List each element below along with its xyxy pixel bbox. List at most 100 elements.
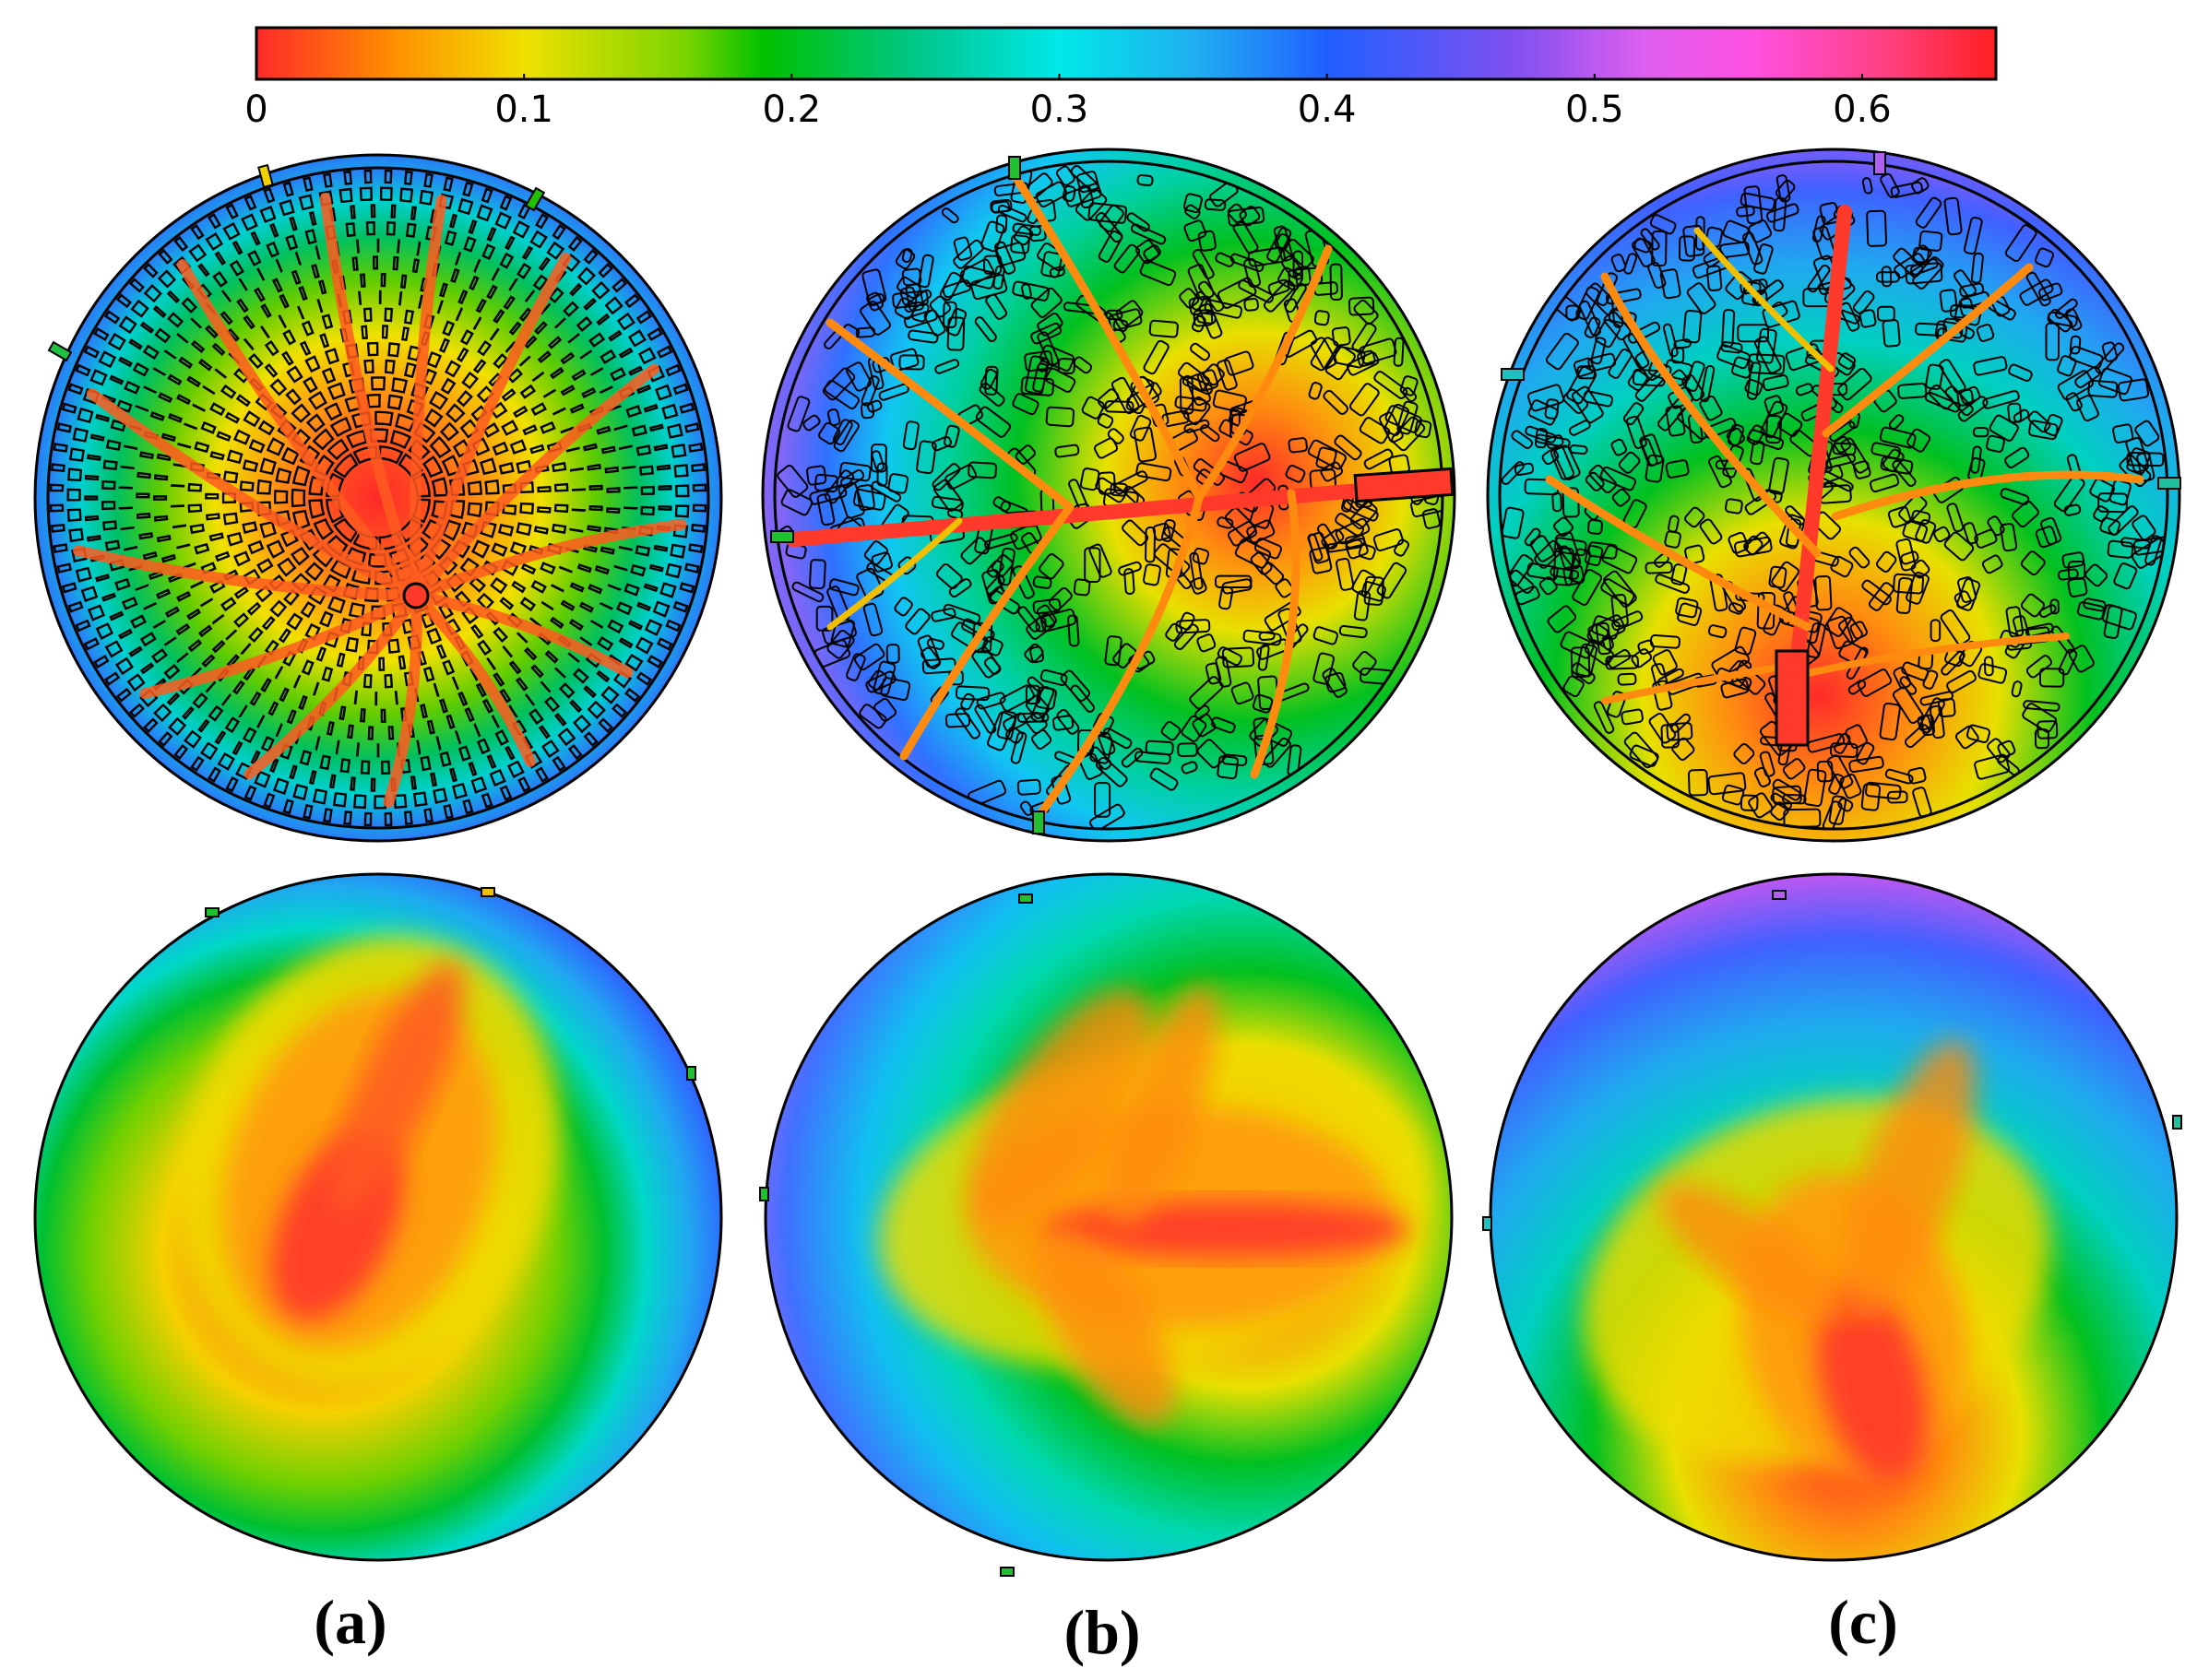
- channel-cell: [304, 355, 321, 373]
- channel-cell: [1081, 396, 1105, 420]
- channel-cell: [599, 385, 613, 394]
- channel-cell: [481, 187, 493, 204]
- channel-cell: [87, 454, 101, 461]
- channel-cell: [1196, 312, 1217, 325]
- channel-cell: [473, 722, 481, 738]
- channel-cell: [491, 542, 508, 557]
- channel-cell: [109, 374, 125, 385]
- channel-cell: [1031, 728, 1052, 750]
- channel-cell: [1039, 668, 1068, 687]
- channel-cell: [1869, 473, 1900, 493]
- channel-cell: [1384, 403, 1410, 436]
- channel-cell: [885, 644, 900, 664]
- channel-cell: [1017, 606, 1040, 633]
- channel-cell: [372, 255, 379, 270]
- channel-cell: [499, 597, 515, 610]
- channel-cell: [1345, 537, 1369, 560]
- channel-cell: [351, 256, 359, 271]
- channel-cell: [311, 264, 320, 279]
- channel-cell: [462, 799, 474, 815]
- channel-cell: [114, 577, 131, 591]
- channel-cell: [426, 719, 435, 735]
- channel-cell: [285, 388, 303, 406]
- channel-cell: [339, 758, 351, 774]
- channel-cell: [1806, 622, 1826, 659]
- channel-cell: [303, 803, 314, 820]
- channel-cell: [416, 240, 422, 256]
- channel-cell: [860, 402, 874, 420]
- channel-cell: [321, 666, 334, 682]
- channel-cell: [997, 204, 1027, 223]
- channel-cell: [1657, 668, 1684, 687]
- channel-cell: [83, 637, 101, 651]
- channel-cell: [384, 359, 396, 374]
- channel-cell: [472, 316, 482, 330]
- channel-cell: [1396, 400, 1419, 435]
- panel-c-field-ports: [1482, 890, 2182, 1231]
- channel-cell: [197, 718, 210, 733]
- channel-cell: [410, 775, 417, 790]
- channel-cell: [1309, 547, 1333, 574]
- channel-cell: [1331, 326, 1351, 347]
- channel-cell: [104, 671, 121, 686]
- channel-cell: [1093, 437, 1119, 459]
- channel-cell: [470, 539, 491, 559]
- channel-cell: [291, 488, 306, 508]
- channel-cell: [315, 244, 321, 260]
- channel-cell: [659, 582, 677, 598]
- channel-cell: [399, 187, 414, 203]
- channel-cell: [503, 295, 516, 311]
- channel-cell: [607, 619, 624, 634]
- channel-cell: [120, 465, 135, 470]
- channel-cell: [806, 465, 827, 486]
- main-vein: [410, 590, 634, 679]
- temperature-blob: [328, 962, 465, 1214]
- channel-cell: [190, 755, 205, 772]
- channel-cell: [448, 767, 457, 783]
- channel-cell: [282, 799, 294, 815]
- channel-cell: [953, 236, 973, 261]
- channel-cell: [214, 368, 228, 379]
- channel-cell: [457, 691, 469, 706]
- channel-cell: [1627, 321, 1661, 344]
- channel-cell: [280, 446, 300, 466]
- channel-cell: [1845, 724, 1868, 750]
- channel-cell: [170, 484, 185, 488]
- channel-cell: [1645, 561, 1673, 574]
- channel-cell: [1734, 626, 1757, 656]
- channel-cell: [1736, 205, 1755, 218]
- channel-cell: [445, 714, 456, 729]
- channel-cell: [420, 704, 428, 719]
- channel-cell: [1026, 612, 1056, 640]
- channel-cell: [1621, 708, 1644, 726]
- channel-cell: [550, 366, 564, 380]
- channel-cell: [305, 413, 326, 433]
- channel-cell: [1892, 686, 1924, 725]
- panel-b-temperature-field: [759, 872, 1454, 1577]
- channel-cell: [254, 287, 266, 302]
- channel-cell: [639, 465, 655, 476]
- channel-cell: [87, 604, 105, 621]
- channel-cell: [242, 521, 258, 534]
- channel-cell: [2108, 479, 2132, 506]
- channel-cell: [563, 301, 579, 317]
- channel-cell: [1957, 576, 1977, 603]
- channel-cell: [124, 380, 140, 395]
- channel-cell: [324, 402, 343, 421]
- channel-cell: [1647, 262, 1667, 290]
- channel-cell: [624, 653, 644, 672]
- channel-cell: [418, 294, 423, 309]
- channel-cell: [439, 421, 459, 442]
- channel-cell: [1535, 433, 1571, 448]
- channel-cell: [993, 182, 1029, 196]
- channel-cell: [435, 644, 447, 659]
- channel-cell: [569, 403, 585, 414]
- channel-cell: [631, 424, 647, 437]
- channel-cell: [143, 283, 162, 303]
- channel-cell: [387, 726, 395, 740]
- channel-cell: [242, 459, 259, 473]
- channel-cell: [587, 525, 601, 533]
- channel-cell: [1573, 357, 1595, 377]
- channel-cell: [176, 652, 189, 664]
- main-vein: [1784, 205, 1852, 727]
